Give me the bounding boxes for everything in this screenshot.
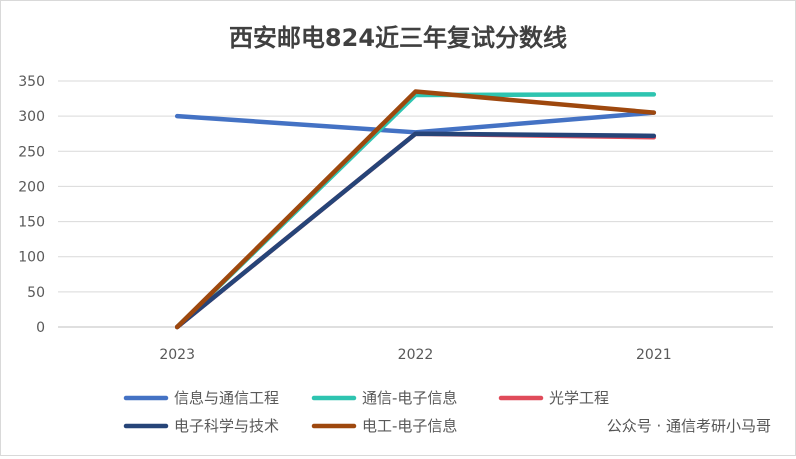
y-tick-label: 200 xyxy=(18,179,45,195)
legend-label: 电工-电子信息 xyxy=(362,417,457,435)
series-line xyxy=(174,131,657,330)
y-tick-label: 350 xyxy=(18,74,45,90)
y-tick-label: 150 xyxy=(18,215,45,231)
legend-label: 通信-电子信息 xyxy=(362,389,457,407)
series-line xyxy=(174,131,657,330)
y-tick-label: 100 xyxy=(18,250,45,266)
x-tick-label: 2023 xyxy=(159,347,195,363)
x-tick-label: 2021 xyxy=(636,347,672,363)
legend-label: 信息与通信工程 xyxy=(174,389,279,407)
y-tick-label: 300 xyxy=(18,109,45,125)
y-tick-label: 0 xyxy=(36,320,45,336)
y-tick-label: 50 xyxy=(27,285,45,301)
y-tick-label: 250 xyxy=(18,144,45,160)
x-tick-label: 2022 xyxy=(398,347,434,363)
watermark: 公众号 · 通信考研小马哥 xyxy=(607,417,771,435)
legend-label: 光学工程 xyxy=(549,389,609,407)
series-line xyxy=(174,89,657,330)
series-line xyxy=(174,110,657,135)
legend-label: 电子科学与技术 xyxy=(174,417,279,435)
chart-title: 西安邮电824近三年复试分数线 xyxy=(229,24,567,52)
